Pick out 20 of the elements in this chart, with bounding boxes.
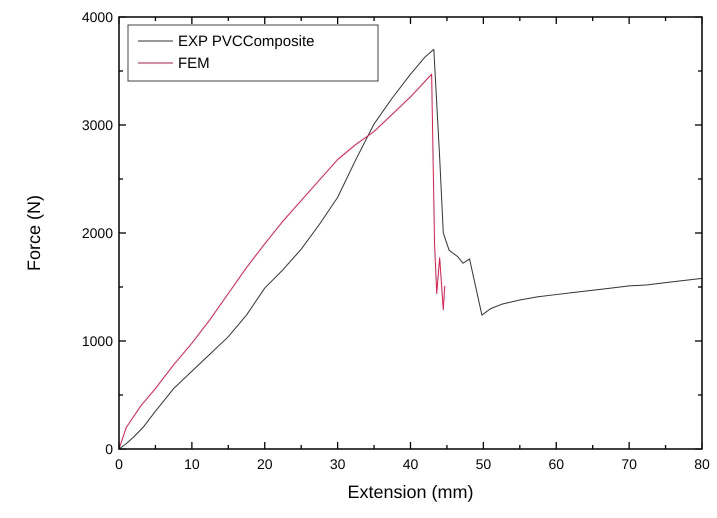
legend-label: EXP PVCComposite — [178, 33, 314, 50]
y-tick-label: 1000 — [82, 333, 114, 349]
line-series — [118, 48, 702, 450]
x-tick-label: 80 — [694, 456, 710, 472]
y-tick-label: 2000 — [82, 225, 114, 241]
line-series — [118, 74, 446, 450]
x-axis-title: Extension (mm) — [347, 482, 474, 502]
x-tick-label: 70 — [621, 456, 638, 472]
x-tick-label: 20 — [256, 456, 273, 472]
y-tick-label: 3000 — [82, 117, 114, 133]
y-tick-label: 4000 — [82, 9, 114, 25]
x-tick-label: 10 — [184, 456, 200, 472]
x-tick-label: 40 — [402, 456, 418, 472]
x-tick-label: 60 — [548, 456, 564, 472]
x-tick-label: 50 — [476, 456, 492, 472]
y-tick-label: 0 — [105, 441, 114, 457]
x-tick-label: 0 — [115, 456, 124, 472]
x-tick-label: 30 — [330, 456, 346, 472]
y-axis-title: Force (N) — [24, 195, 44, 271]
legend-label: FEM — [178, 55, 210, 72]
